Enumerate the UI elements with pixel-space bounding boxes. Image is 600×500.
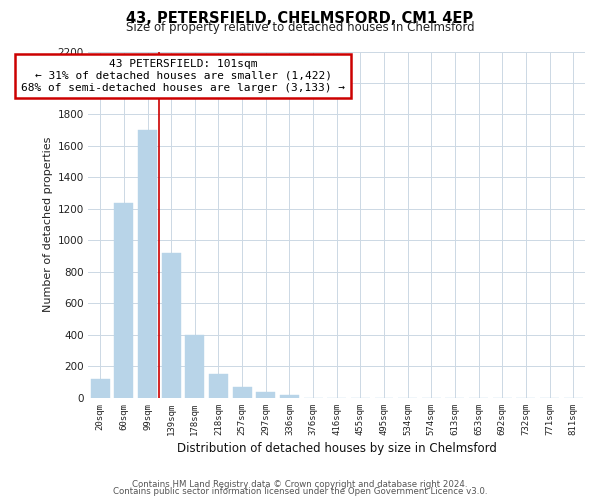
Bar (162, 253, 181, 398)
Text: 43, PETERSFIELD, CHELMSFORD, CM1 4EP: 43, PETERSFIELD, CHELMSFORD, CM1 4EP (127, 11, 473, 26)
Bar (233, 387, 251, 398)
X-axis label: Distribution of detached houses by size in Chelmsford: Distribution of detached houses by size … (177, 442, 497, 455)
Text: Contains HM Land Registry data © Crown copyright and database right 2024.: Contains HM Land Registry data © Crown c… (132, 480, 468, 489)
Text: Size of property relative to detached houses in Chelmsford: Size of property relative to detached ho… (125, 22, 475, 35)
Bar (91, 379, 110, 398)
Text: Contains public sector information licensed under the Open Government Licence v3: Contains public sector information licen… (113, 488, 487, 496)
Y-axis label: Number of detached properties: Number of detached properties (43, 137, 53, 312)
Bar (256, 392, 275, 398)
Bar (209, 374, 228, 398)
Bar (138, 130, 157, 398)
Bar (280, 395, 299, 398)
Bar (115, 202, 133, 398)
Text: 43 PETERSFIELD: 101sqm
← 31% of detached houses are smaller (1,422)
68% of semi-: 43 PETERSFIELD: 101sqm ← 31% of detached… (21, 60, 345, 92)
Bar (185, 335, 204, 398)
